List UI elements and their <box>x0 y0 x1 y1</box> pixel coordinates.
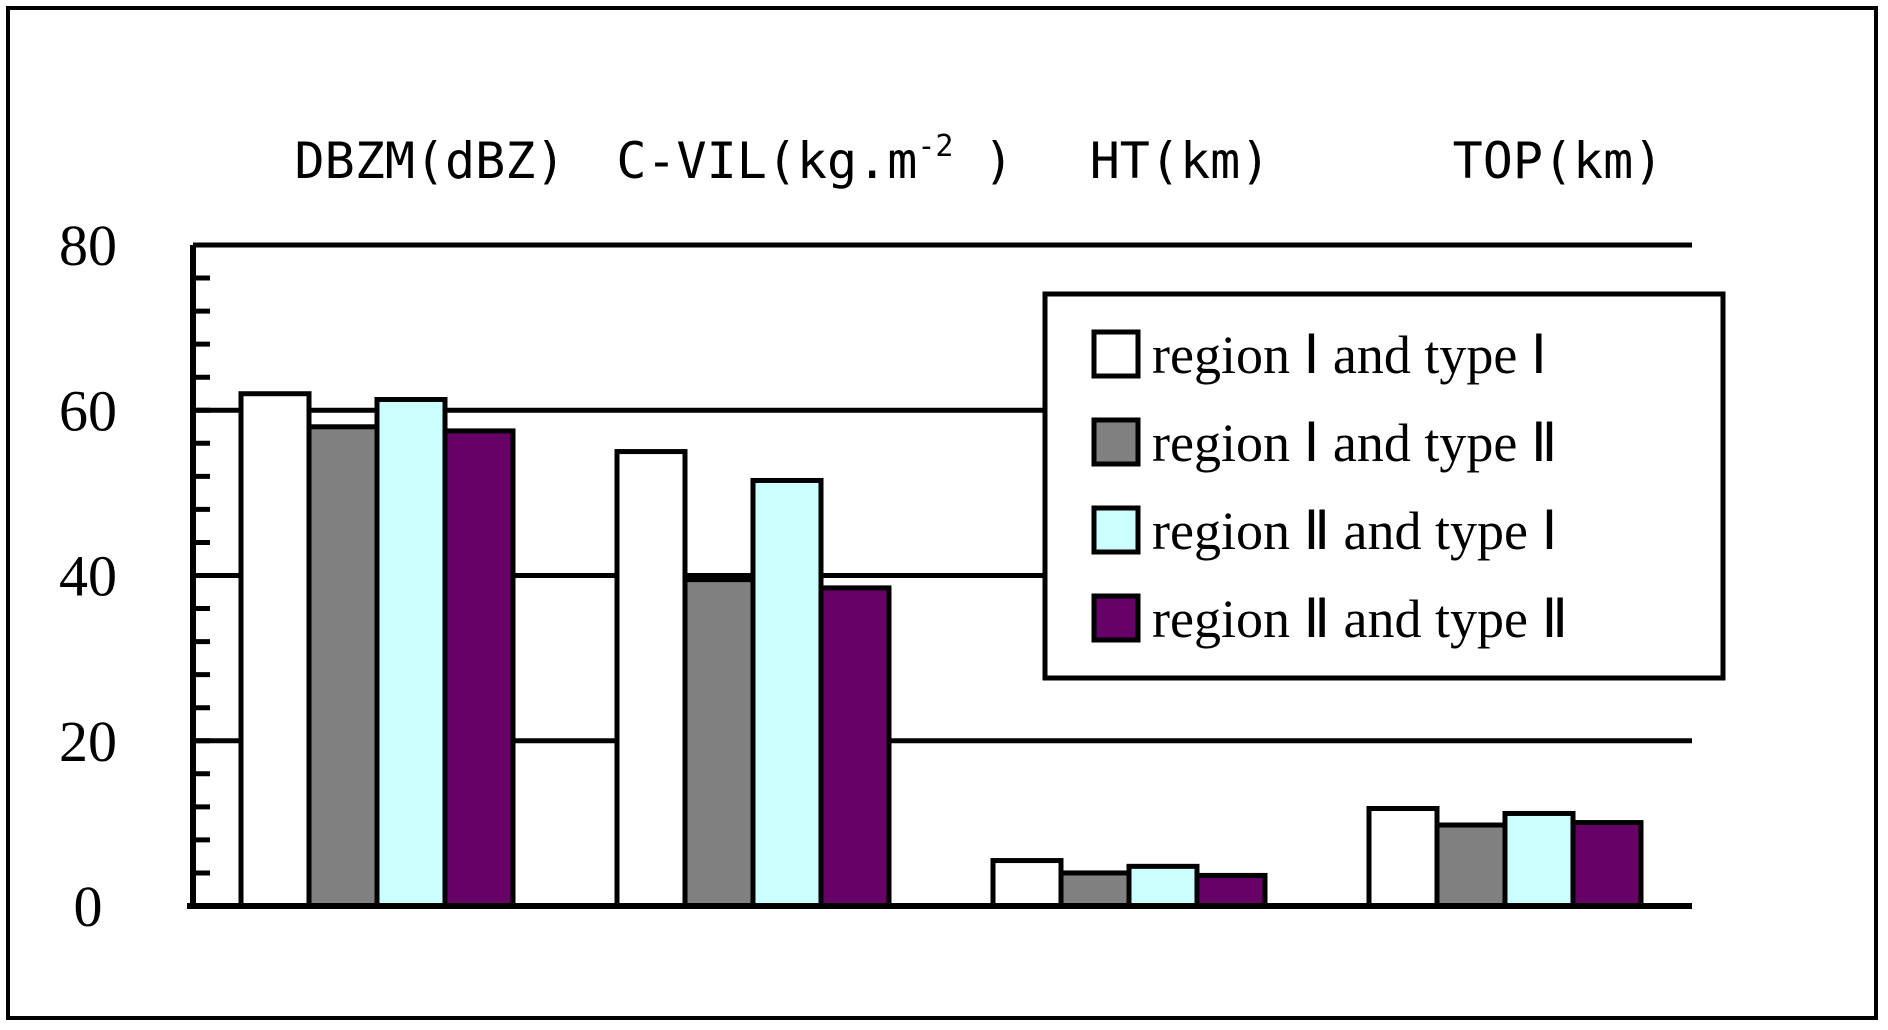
bar-series0-cat1 <box>614 449 688 909</box>
bar-series0-cat3 <box>1366 806 1440 909</box>
bar-series2-cat1 <box>750 477 824 909</box>
y-tick-label-80: 80 <box>59 213 117 278</box>
bar-series0-cat2 <box>990 858 1064 909</box>
category-label-3: TOP(km) <box>1453 132 1664 190</box>
bar-series2-cat0 <box>374 397 448 909</box>
legend-swatch-3 <box>1091 593 1141 643</box>
bar-series1-cat2 <box>1058 870 1132 909</box>
category-label-2: HT(km) <box>1090 132 1271 190</box>
legend-label-0: region Ⅰ and type Ⅰ <box>1152 325 1547 385</box>
category-label-0: DBZM(dBZ) <box>295 132 566 190</box>
legend-box <box>1042 291 1726 681</box>
legend-swatch-0 <box>1091 329 1141 379</box>
category-label-1: C-VIL(kg.m-2 ) <box>616 129 1013 190</box>
y-axis <box>187 242 1692 909</box>
bar-series2-cat2 <box>1126 863 1200 909</box>
legend-label-2: region Ⅱ and type Ⅰ <box>1152 501 1557 561</box>
y-tick-labels: 0 20 40 60 80 <box>59 213 117 939</box>
bar-series1-cat3 <box>1434 822 1508 909</box>
bar-series1-cat0 <box>306 424 380 909</box>
legend-label-3: region Ⅱ and type Ⅱ <box>1152 589 1568 649</box>
category-labels: DBZM(dBZ) C-VIL(kg.m-2 ) HT(km) TOP(km) <box>295 129 1664 190</box>
bar-series3-cat0 <box>442 428 516 909</box>
bar-series3-cat3 <box>1570 820 1644 909</box>
y-tick-label-0: 0 <box>74 874 103 939</box>
legend-swatch-2 <box>1091 505 1141 555</box>
legend-label-1: region Ⅰ and type Ⅱ <box>1152 413 1557 473</box>
bar-series0-cat0 <box>238 391 312 909</box>
bar-series1-cat1 <box>682 577 756 909</box>
y-tick-label-60: 60 <box>59 378 117 443</box>
bar-series2-cat3 <box>1502 810 1576 909</box>
bar-series3-cat1 <box>818 585 892 909</box>
legend-swatch-1 <box>1091 417 1141 467</box>
y-tick-label-40: 40 <box>59 544 117 609</box>
legend: region Ⅰ and type Ⅰ region Ⅰ and type Ⅱ re… <box>1042 291 1726 681</box>
y-tick-label-20: 20 <box>59 709 117 774</box>
bar-series3-cat2 <box>1194 872 1268 909</box>
